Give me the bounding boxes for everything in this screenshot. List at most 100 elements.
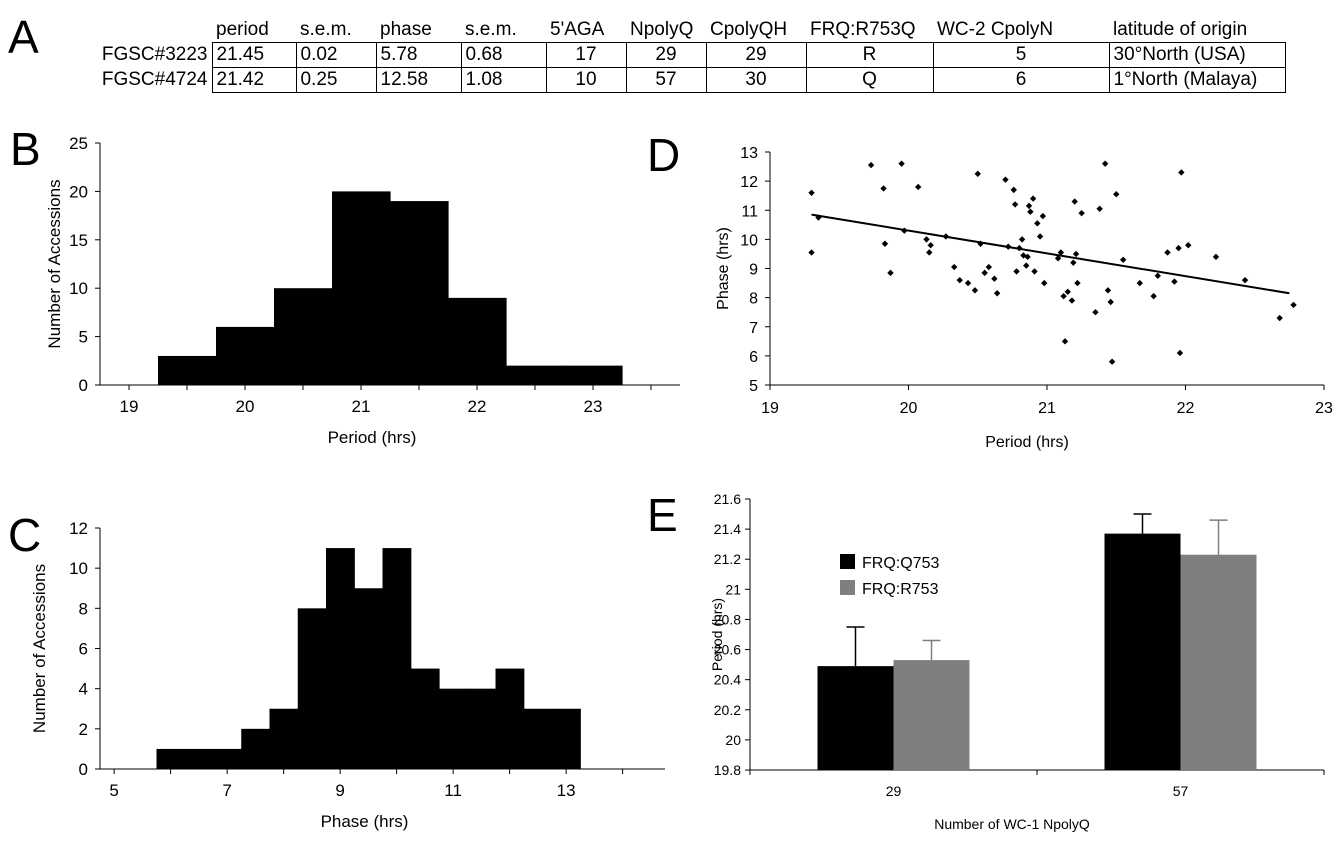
trend-line — [811, 213, 1290, 295]
y-axis-label: Period (hrs) — [709, 598, 725, 671]
table-cell: 30°North (USA) — [1108, 42, 1286, 68]
scatter-point — [1013, 268, 1020, 275]
histogram-bar — [354, 588, 384, 769]
scatter-point — [991, 275, 998, 282]
histogram-bar — [467, 688, 497, 769]
scatter-point — [1039, 212, 1047, 220]
x-tick-label: 57 — [1173, 783, 1189, 799]
row-label: FGSC#3223 — [101, 44, 208, 65]
histogram-bar — [523, 708, 553, 769]
y-tick-label: 0 — [79, 376, 88, 395]
scatter-point — [1036, 233, 1044, 240]
table-cell: 1.08 — [460, 67, 547, 93]
legend-swatch — [840, 554, 855, 569]
y-tick-label: 10 — [740, 232, 758, 249]
scatter-point — [971, 287, 979, 294]
y-tick-label: 20.4 — [714, 672, 741, 688]
histogram-bar — [269, 708, 299, 769]
y-tick-label: 11 — [741, 203, 758, 220]
y-tick-label: 13 — [740, 145, 758, 162]
x-tick-label: 13 — [557, 781, 576, 800]
table-cell: 17 — [545, 42, 627, 68]
scatter-point — [1276, 314, 1283, 322]
scatter-point — [981, 269, 988, 277]
y-tick-label: 10 — [69, 279, 88, 298]
scatter-point — [1029, 195, 1037, 202]
x-tick-label: 22 — [468, 397, 487, 416]
table-cell: 21.45 — [211, 42, 297, 68]
y-tick-label: 8 — [79, 599, 88, 618]
y-tick-label: 5 — [749, 378, 758, 395]
y-tick-label: 9 — [749, 262, 758, 279]
scatter-point — [1027, 208, 1034, 215]
scatter-point — [1034, 220, 1041, 227]
table-header: latitude of origin — [1113, 19, 1248, 40]
x-tick-label: 23 — [1315, 400, 1333, 417]
x-tick-label: 11 — [444, 781, 462, 800]
bar — [1180, 554, 1257, 770]
scatter-point — [880, 185, 887, 192]
scatter-point — [927, 242, 934, 249]
histogram-bar — [241, 728, 271, 769]
table-header: s.e.m. — [300, 19, 352, 40]
histogram-bar — [297, 608, 327, 769]
scatter-point — [1212, 253, 1220, 261]
table-cell: 1°North (Malaya) — [1108, 67, 1286, 93]
row-label: FGSC#4724 — [101, 69, 208, 90]
y-tick-label: 0 — [79, 760, 88, 779]
scatter-point — [808, 249, 815, 256]
table-header: phase — [380, 19, 432, 40]
scatter-point — [1108, 358, 1116, 365]
scatter-point — [887, 269, 894, 277]
scatter-point — [1020, 252, 1027, 259]
table-header: NpolyQ — [630, 19, 694, 40]
scatter-point — [956, 276, 963, 284]
y-tick-label: 6 — [79, 640, 88, 659]
scatter-point — [1010, 186, 1017, 194]
y-tick-label: 21.4 — [714, 521, 741, 537]
scatter-point — [1154, 272, 1161, 279]
bar — [893, 660, 970, 770]
table-cell: 0.25 — [295, 67, 377, 93]
y-tick-label: 8 — [749, 291, 758, 308]
scatter-point — [881, 240, 889, 247]
histogram-bar — [390, 201, 449, 385]
panel-letter-d: D — [647, 129, 681, 181]
x-tick-label: 22 — [1177, 400, 1195, 417]
y-tick-label: 15 — [69, 231, 88, 250]
panel-letter-e: E — [647, 489, 678, 541]
table-cell: 0.02 — [295, 42, 377, 68]
x-tick-label: 19 — [120, 397, 139, 416]
y-tick-label: 5 — [79, 328, 88, 347]
scatter-point — [1002, 176, 1009, 183]
y-axis-label: Number of Accessions — [30, 564, 49, 733]
legend-swatch — [840, 580, 855, 595]
scatter-point — [867, 161, 875, 169]
histogram-bar — [448, 297, 507, 385]
table-row: FGSC#4724 21.42 0.25 12.58 1.08 10 57 30… — [0, 67, 1286, 93]
table-cell: 30 — [705, 67, 807, 93]
y-axis-label: Number of Accessions — [45, 179, 64, 348]
scatter-point — [1178, 169, 1185, 176]
table-header: 5'AGA — [550, 19, 605, 40]
legend-label: FRQ:Q753 — [862, 555, 939, 572]
scatter-point — [1136, 279, 1143, 287]
scatter-point — [1018, 236, 1026, 243]
histogram-bar — [326, 548, 355, 769]
table-header: FRQ:R753Q — [810, 19, 916, 40]
histogram-bar — [274, 288, 333, 385]
histogram-bar — [213, 748, 242, 769]
y-tick-label: 12 — [69, 519, 88, 538]
y-tick-label: 21.2 — [714, 551, 741, 567]
scatter-point — [1078, 209, 1085, 217]
scatter-point — [1068, 297, 1076, 304]
table-header: WC-2 CpolyN — [937, 19, 1054, 40]
scatter-point — [923, 236, 930, 243]
table-header: s.e.m. — [465, 19, 517, 40]
scatter-point — [808, 189, 815, 196]
y-tick-label: 7 — [749, 320, 758, 337]
y-axis-label: Phase (hrs) — [715, 227, 732, 310]
y-tick-label: 25 — [69, 134, 88, 153]
scatter-point — [1175, 244, 1182, 252]
x-tick-label: 23 — [584, 397, 603, 416]
